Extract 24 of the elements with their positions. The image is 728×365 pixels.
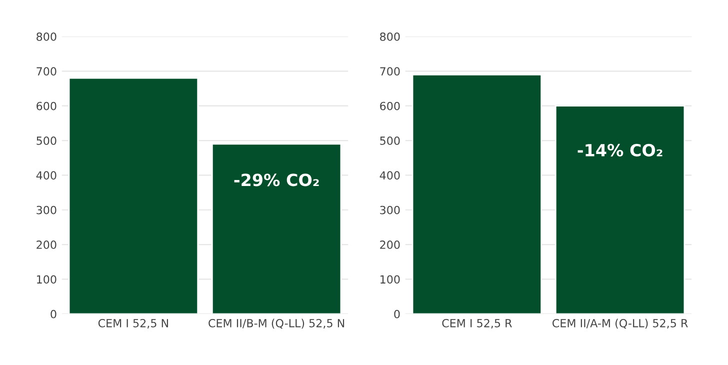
y-tick-label: 400 xyxy=(36,171,56,180)
y-tick-label: 200 xyxy=(380,240,400,249)
x-tick-label: CEM II/A-M (Q-LL) 52,5 R xyxy=(552,318,688,329)
y-tick-label: 500 xyxy=(380,136,400,145)
y-tick-label: 600 xyxy=(380,102,400,110)
y-tick-label: 700 xyxy=(36,67,56,76)
y-tick-label: 300 xyxy=(36,206,56,214)
annotation: -14% CO₂ xyxy=(578,144,662,156)
y-tick-label: 800 xyxy=(36,32,56,41)
y-tick-label: 0 xyxy=(50,310,56,318)
x-tick-label: CEM I 52,5 N xyxy=(98,318,168,328)
y-tick-label: 200 xyxy=(36,240,56,249)
y-tick-label: 800 xyxy=(380,32,400,41)
y-tick-label: 600 xyxy=(36,102,56,110)
annotation: -29% CO₂ xyxy=(234,174,319,186)
y-tick-label: 100 xyxy=(380,275,400,284)
y-tick-label: 0 xyxy=(394,310,400,318)
y-tick-label: 100 xyxy=(37,275,56,284)
y-tick-label: 500 xyxy=(36,136,56,145)
y-tick-label: 300 xyxy=(380,206,400,214)
x-tick-label: CEM II/B-M (Q-LL) 52,5 N xyxy=(208,318,344,329)
y-tick-label: 700 xyxy=(380,67,400,76)
x-tick-label: CEM I 52,5 R xyxy=(442,318,512,328)
y-tick-label: 400 xyxy=(380,171,400,180)
